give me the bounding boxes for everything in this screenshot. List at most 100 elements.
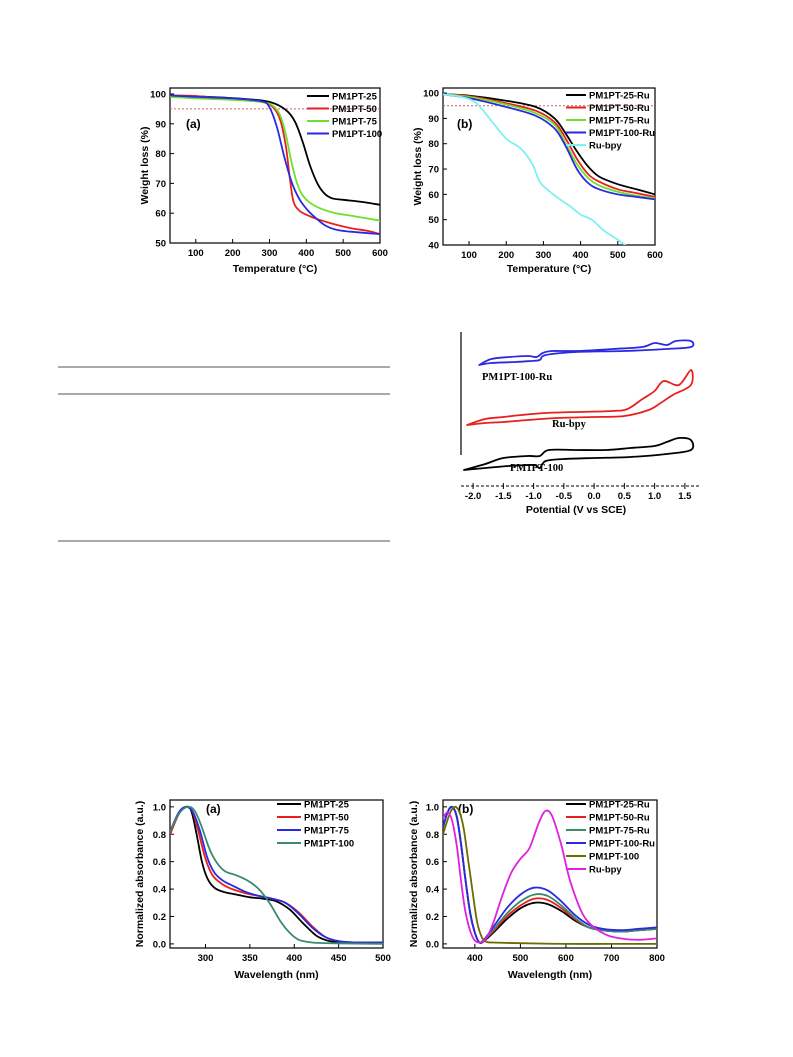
x-tick-label: 1.5 [678,491,692,502]
plot-frame [169,799,384,949]
x-tick-label: 500 [375,953,391,964]
x-tick-label: 500 [512,953,528,964]
series-line-pm1pt-75 [170,96,380,222]
y-tick-label: 50 [155,239,166,250]
x-tick-label: 200 [225,248,241,259]
y-tick-label: 1.0 [426,802,439,813]
legend-label: PM1PT-100-Ru [589,839,655,850]
y-tick-label: 0.0 [153,939,166,950]
y-axis-title: Normalized absorbance (a.u.) [134,801,146,947]
x-tick-label: 300 [198,953,214,964]
panel-label: (a) [186,117,201,131]
cv-trace-pm1pt-100-ru [478,339,695,366]
legend: PM1PT-25 PM1PT-50 PM1PT-75 PM1PT-100 [277,800,354,850]
y-tick-label: 0.6 [426,857,439,868]
y-tick-label: 0.8 [153,830,166,841]
legend-label: PM1PT-50 [304,813,349,824]
legend-label: PM1PT-100 [304,839,354,850]
plot-frame [442,87,656,246]
legend-label: PM1PT-100-Ru [589,128,655,139]
legend-label: PM1PT-75-Ru [589,826,650,837]
x-tick-label: 300 [262,248,278,259]
x-axis-title: Wavelength (nm) [508,969,592,981]
x-tick-label: 600 [558,953,574,964]
x-tick-label: 400 [467,953,483,964]
plot-frame [442,799,658,949]
x-tick-label: 400 [298,248,314,259]
x-tick-label: 400 [286,953,302,964]
x-axis-title: Potential (V vs SCE) [526,504,626,516]
series-line-ru-bpy [443,93,627,245]
plot-frame [169,87,381,244]
y-axis-title: Normalized absorbance (a.u.) [408,801,420,947]
legend-label: PM1PT-100 [589,852,639,863]
cv-trace-label: Ru-bpy [552,419,587,430]
panel-label: (b) [457,117,472,131]
y-axis-title: Weight loss (%) [139,127,151,205]
panel-label: (b) [458,802,473,816]
series-line-pm1pt-100 [443,805,657,945]
x-tick-label: 1.0 [648,491,661,502]
tga-chart-b: 100 200 300 400 500 600 40 50 60 70 80 90 100 Tempera… [412,87,663,275]
y-tick-label: 50 [428,215,439,226]
y-tick-label: 60 [155,209,166,220]
legend-label: PM1PT-75 [332,117,378,128]
y-tick-label: 100 [150,89,166,100]
legend-label: PM1PT-25 [304,800,350,811]
y-tick-label: 0.4 [153,885,167,896]
absorbance-chart-a: 300 350 400 450 500 0.0 0.2 0.4 0.6 0.8 1.0 Wavelen… [134,799,391,981]
series-line-pm1pt-25-ru [443,93,655,196]
y-tick-label: 90 [155,119,166,130]
x-tick-label: 300 [535,250,551,261]
x-tick-label: -1.5 [495,491,512,502]
legend-label: PM1PT-25-Ru [589,800,650,811]
legend-label: PM1PT-75 [304,826,350,837]
y-tick-label: 80 [155,149,166,160]
x-tick-label: 600 [647,250,663,261]
x-tick-label: 500 [335,248,351,259]
table-rules [58,366,390,542]
legend-label: PM1PT-25-Ru [589,91,650,102]
y-tick-label: 90 [428,114,439,125]
x-tick-label: 350 [242,953,258,964]
cv-trace-pm1pt-100 [463,437,695,471]
series-group [443,93,655,245]
y-tick-label: 40 [428,241,439,252]
y-tick-label: 70 [428,165,439,176]
legend-label: PM1PT-75-Ru [589,116,650,127]
legend-label: PM1PT-50-Ru [589,813,650,824]
legend-label: PM1PT-50 [332,104,377,115]
x-tick-label: -2.0 [465,491,481,502]
series-line-pm1pt-75 [170,806,383,944]
y-tick-label: 0.2 [153,912,166,923]
y-tick-label: 70 [155,179,166,190]
y-tick-label: 100 [423,89,439,100]
series-line-ru-bpy [443,809,657,944]
legend-label: PM1PT-25 [332,92,378,103]
legend: PM1PT-25-RuPM1PT-50-RuPM1PT-75-RuPM1PT-1… [566,91,655,152]
x-tick-label: 600 [372,248,388,259]
x-axis-title: Temperature (°C) [233,263,318,275]
legend-label: PM1PT-100 [332,129,382,140]
cv-trace-label: PM1PT-100 [510,463,563,474]
y-tick-label: 60 [428,190,439,201]
legend-label: Ru-bpy [589,141,622,152]
series-line-pm1pt-100 [170,94,380,235]
x-tick-label: 100 [188,248,204,259]
x-tick-label: 500 [610,250,626,261]
x-tick-label: 800 [649,953,665,964]
y-tick-label: 0.6 [153,857,166,868]
x-axis-title: Wavelength (nm) [234,969,318,981]
x-tick-label: 200 [498,250,514,261]
tga-chart-a: 100 200 300 400 500 600 50 60 70 80 90 100 Temperatu… [139,87,388,275]
y-tick-label: 0.0 [426,939,439,950]
series-group [443,805,657,945]
x-tick-label: -1.0 [525,491,541,502]
x-tick-label: 400 [573,250,589,261]
x-tick-label: 100 [461,250,477,261]
y-tick-label: 0.8 [426,830,439,841]
cv-chart: -2.0 -1.5 -1.0 -0.5 0.0 0.5 1.0 1.5 Potential (V… [460,332,700,516]
legend: PM1PT-25-Ru PM1PT-50-Ru PM1PT-75-Ru PM1PT-1… [566,800,655,876]
